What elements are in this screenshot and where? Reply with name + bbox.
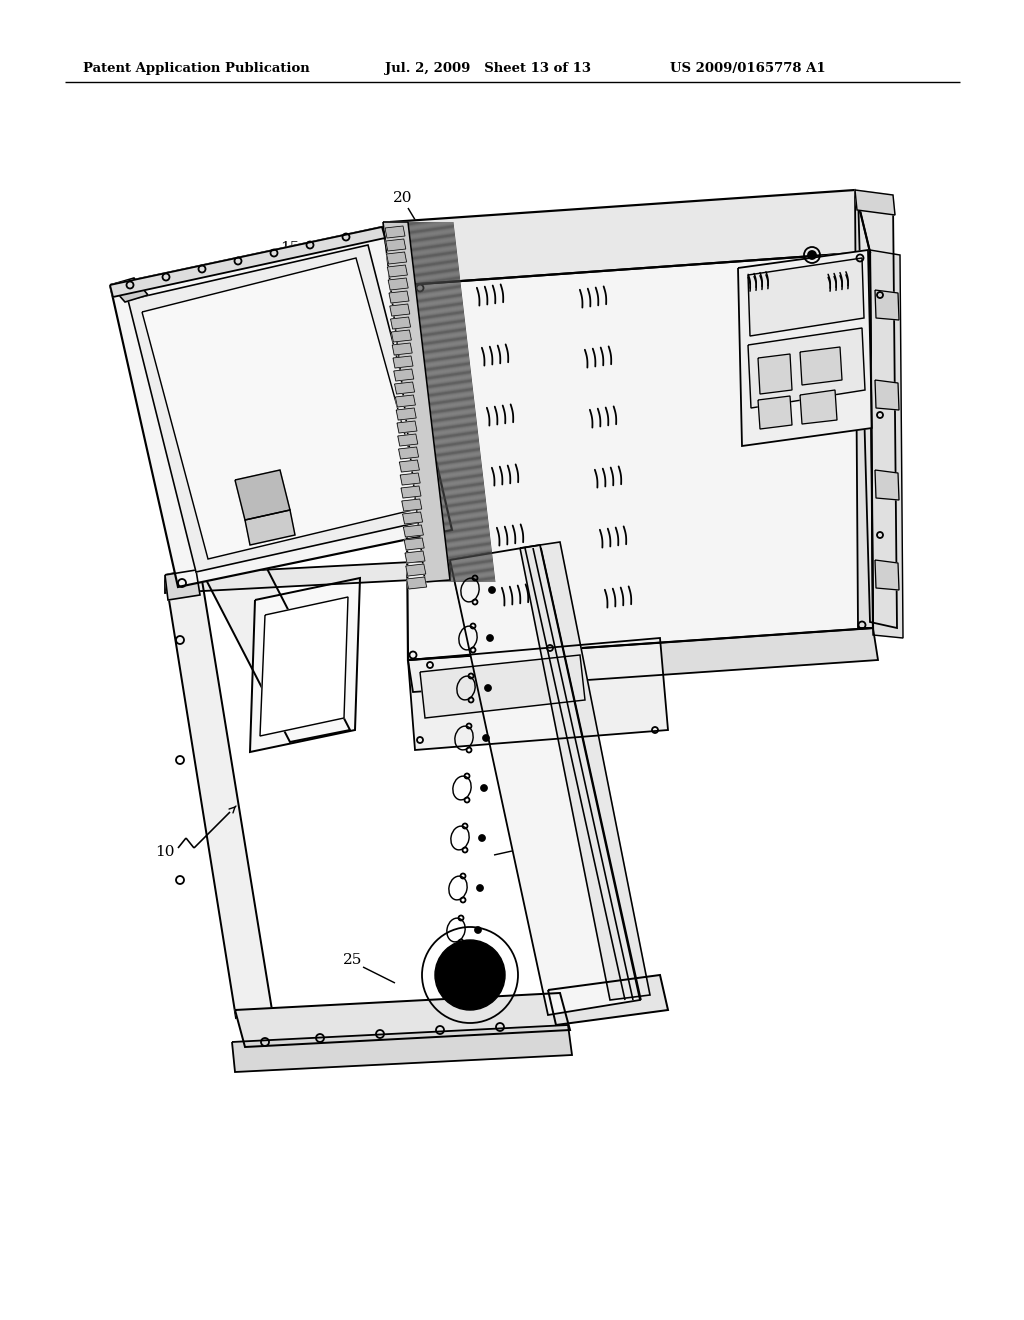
Polygon shape <box>404 539 424 550</box>
Polygon shape <box>394 381 415 393</box>
Polygon shape <box>855 190 873 628</box>
Text: 20: 20 <box>393 191 413 205</box>
Polygon shape <box>200 554 350 742</box>
Text: Fig. 12: Fig. 12 <box>685 619 804 651</box>
Polygon shape <box>874 470 899 500</box>
Polygon shape <box>399 459 420 473</box>
Polygon shape <box>758 396 792 429</box>
Polygon shape <box>142 257 425 558</box>
Polygon shape <box>395 395 416 407</box>
Polygon shape <box>738 249 872 446</box>
Polygon shape <box>397 421 417 433</box>
Polygon shape <box>800 347 842 385</box>
Polygon shape <box>800 389 837 424</box>
Polygon shape <box>420 655 585 718</box>
Polygon shape <box>406 564 426 576</box>
Circle shape <box>484 685 492 692</box>
Polygon shape <box>387 265 408 277</box>
Text: 33: 33 <box>542 762 560 775</box>
Polygon shape <box>402 512 423 524</box>
Text: 33: 33 <box>553 686 572 700</box>
Polygon shape <box>383 222 450 582</box>
Polygon shape <box>388 279 409 290</box>
Polygon shape <box>245 510 295 545</box>
Polygon shape <box>408 628 878 692</box>
Polygon shape <box>548 975 668 1026</box>
Text: Jul. 2, 2009   Sheet 13 of 13: Jul. 2, 2009 Sheet 13 of 13 <box>385 62 591 75</box>
Polygon shape <box>260 597 348 737</box>
Text: 10: 10 <box>156 845 175 859</box>
Text: 34: 34 <box>578 648 597 663</box>
Circle shape <box>472 961 479 969</box>
Polygon shape <box>390 190 870 285</box>
Polygon shape <box>385 226 406 238</box>
Circle shape <box>435 940 505 1010</box>
Polygon shape <box>234 993 570 1047</box>
Polygon shape <box>396 408 416 420</box>
Polygon shape <box>110 227 452 587</box>
Polygon shape <box>401 499 422 511</box>
Polygon shape <box>165 560 450 593</box>
Polygon shape <box>390 317 411 329</box>
Polygon shape <box>400 473 420 484</box>
Circle shape <box>808 251 816 259</box>
Polygon shape <box>165 570 200 601</box>
Polygon shape <box>391 330 412 342</box>
Polygon shape <box>392 343 413 355</box>
Polygon shape <box>858 193 897 628</box>
Text: Patent Application Publication: Patent Application Publication <box>83 62 309 75</box>
Text: 33: 33 <box>528 833 548 847</box>
Circle shape <box>474 927 481 933</box>
Text: 15: 15 <box>281 242 300 255</box>
Polygon shape <box>393 356 413 368</box>
Polygon shape <box>450 545 640 1015</box>
Polygon shape <box>450 553 592 1005</box>
Circle shape <box>486 635 494 642</box>
Text: 31: 31 <box>564 903 584 917</box>
Polygon shape <box>758 354 792 393</box>
Polygon shape <box>165 568 272 1018</box>
Polygon shape <box>387 252 407 264</box>
Text: US 2009/0165778 A1: US 2009/0165778 A1 <box>670 62 825 75</box>
Circle shape <box>480 784 487 792</box>
Polygon shape <box>250 578 360 752</box>
Polygon shape <box>386 239 406 251</box>
Circle shape <box>488 586 496 594</box>
Polygon shape <box>407 577 427 589</box>
Polygon shape <box>234 470 290 520</box>
Polygon shape <box>748 327 865 408</box>
Polygon shape <box>110 279 148 302</box>
Polygon shape <box>406 550 425 564</box>
Polygon shape <box>874 380 899 411</box>
Polygon shape <box>232 1026 572 1072</box>
Text: 25: 25 <box>343 953 362 968</box>
Circle shape <box>478 834 485 842</box>
Polygon shape <box>520 543 650 1001</box>
Polygon shape <box>408 638 668 750</box>
Polygon shape <box>401 486 421 498</box>
Polygon shape <box>870 249 903 638</box>
Polygon shape <box>389 290 409 304</box>
Polygon shape <box>748 257 864 337</box>
Polygon shape <box>110 227 385 297</box>
Circle shape <box>482 734 489 742</box>
Polygon shape <box>855 190 895 215</box>
Polygon shape <box>128 246 438 572</box>
Polygon shape <box>874 290 899 319</box>
Polygon shape <box>390 304 410 315</box>
Polygon shape <box>394 370 414 381</box>
Polygon shape <box>403 525 423 537</box>
Polygon shape <box>397 434 418 446</box>
Circle shape <box>476 884 483 891</box>
Polygon shape <box>874 560 899 590</box>
Polygon shape <box>406 252 873 660</box>
Polygon shape <box>398 447 419 459</box>
